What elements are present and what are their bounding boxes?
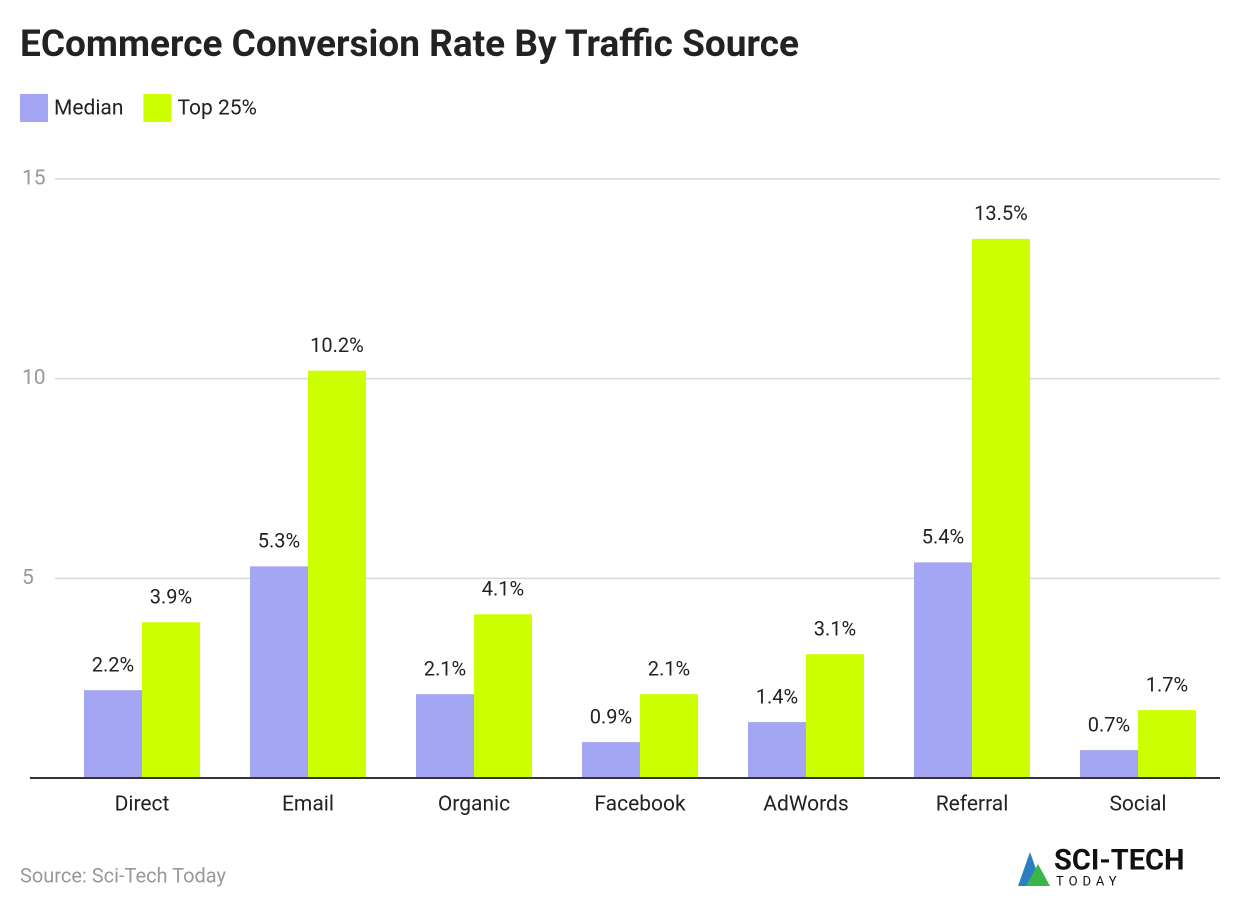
chart-title: ECommerce Conversion Rate By Traffic Sou…: [20, 23, 799, 66]
value-label: 1.7%: [1146, 672, 1188, 696]
bar: [250, 566, 308, 778]
bar: [308, 370, 366, 778]
value-label: 0.7%: [1088, 712, 1130, 736]
logo: SCI-TECH TODAY: [1018, 844, 1184, 889]
value-label: 0.9%: [590, 704, 632, 728]
bar: [806, 654, 864, 778]
bar: [84, 690, 142, 778]
bar: [640, 694, 698, 778]
value-label: 3.1%: [814, 616, 856, 640]
value-label: 2.2%: [92, 652, 134, 676]
bar: [914, 562, 972, 778]
legend-label: Median: [54, 97, 123, 121]
bar: [748, 722, 806, 778]
y-tick-label: 15: [22, 167, 46, 191]
logo-tagline: TODAY: [1056, 874, 1122, 889]
value-label: 2.1%: [648, 656, 690, 680]
bar: [1080, 750, 1138, 778]
bar: [582, 742, 640, 778]
value-label: 13.5%: [974, 201, 1028, 225]
x-tick-label: Social: [1109, 793, 1166, 817]
bar: [972, 238, 1030, 778]
bar: [474, 614, 532, 778]
x-tick-label: Direct: [115, 793, 170, 817]
value-label: 3.9%: [150, 585, 192, 609]
value-label: 10.2%: [310, 333, 364, 357]
legend-label: Top 25%: [177, 97, 256, 121]
value-label: 5.3%: [258, 529, 300, 553]
source: Source: Sci-Tech Today: [20, 863, 227, 887]
logo-icon: [1026, 864, 1050, 886]
y-tick-label: 5: [22, 566, 34, 590]
value-label: 2.1%: [424, 656, 466, 680]
x-tick-label: AdWords: [763, 793, 848, 817]
x-tick-label: Email: [282, 793, 334, 817]
logo-name: SCI-TECH: [1054, 844, 1184, 878]
bar: [416, 694, 474, 778]
value-label: 1.4%: [756, 684, 798, 708]
y-tick-label: 10: [22, 366, 46, 390]
bar: [142, 622, 200, 778]
bar: [1138, 710, 1196, 778]
legend-swatch: [143, 94, 172, 122]
x-tick-label: Facebook: [594, 793, 686, 817]
legend-swatch: [20, 94, 48, 122]
x-tick-label: Referral: [936, 793, 1009, 817]
value-label: 5.4%: [922, 525, 964, 549]
x-tick-label: Organic: [438, 793, 510, 817]
value-label: 4.1%: [482, 577, 524, 601]
